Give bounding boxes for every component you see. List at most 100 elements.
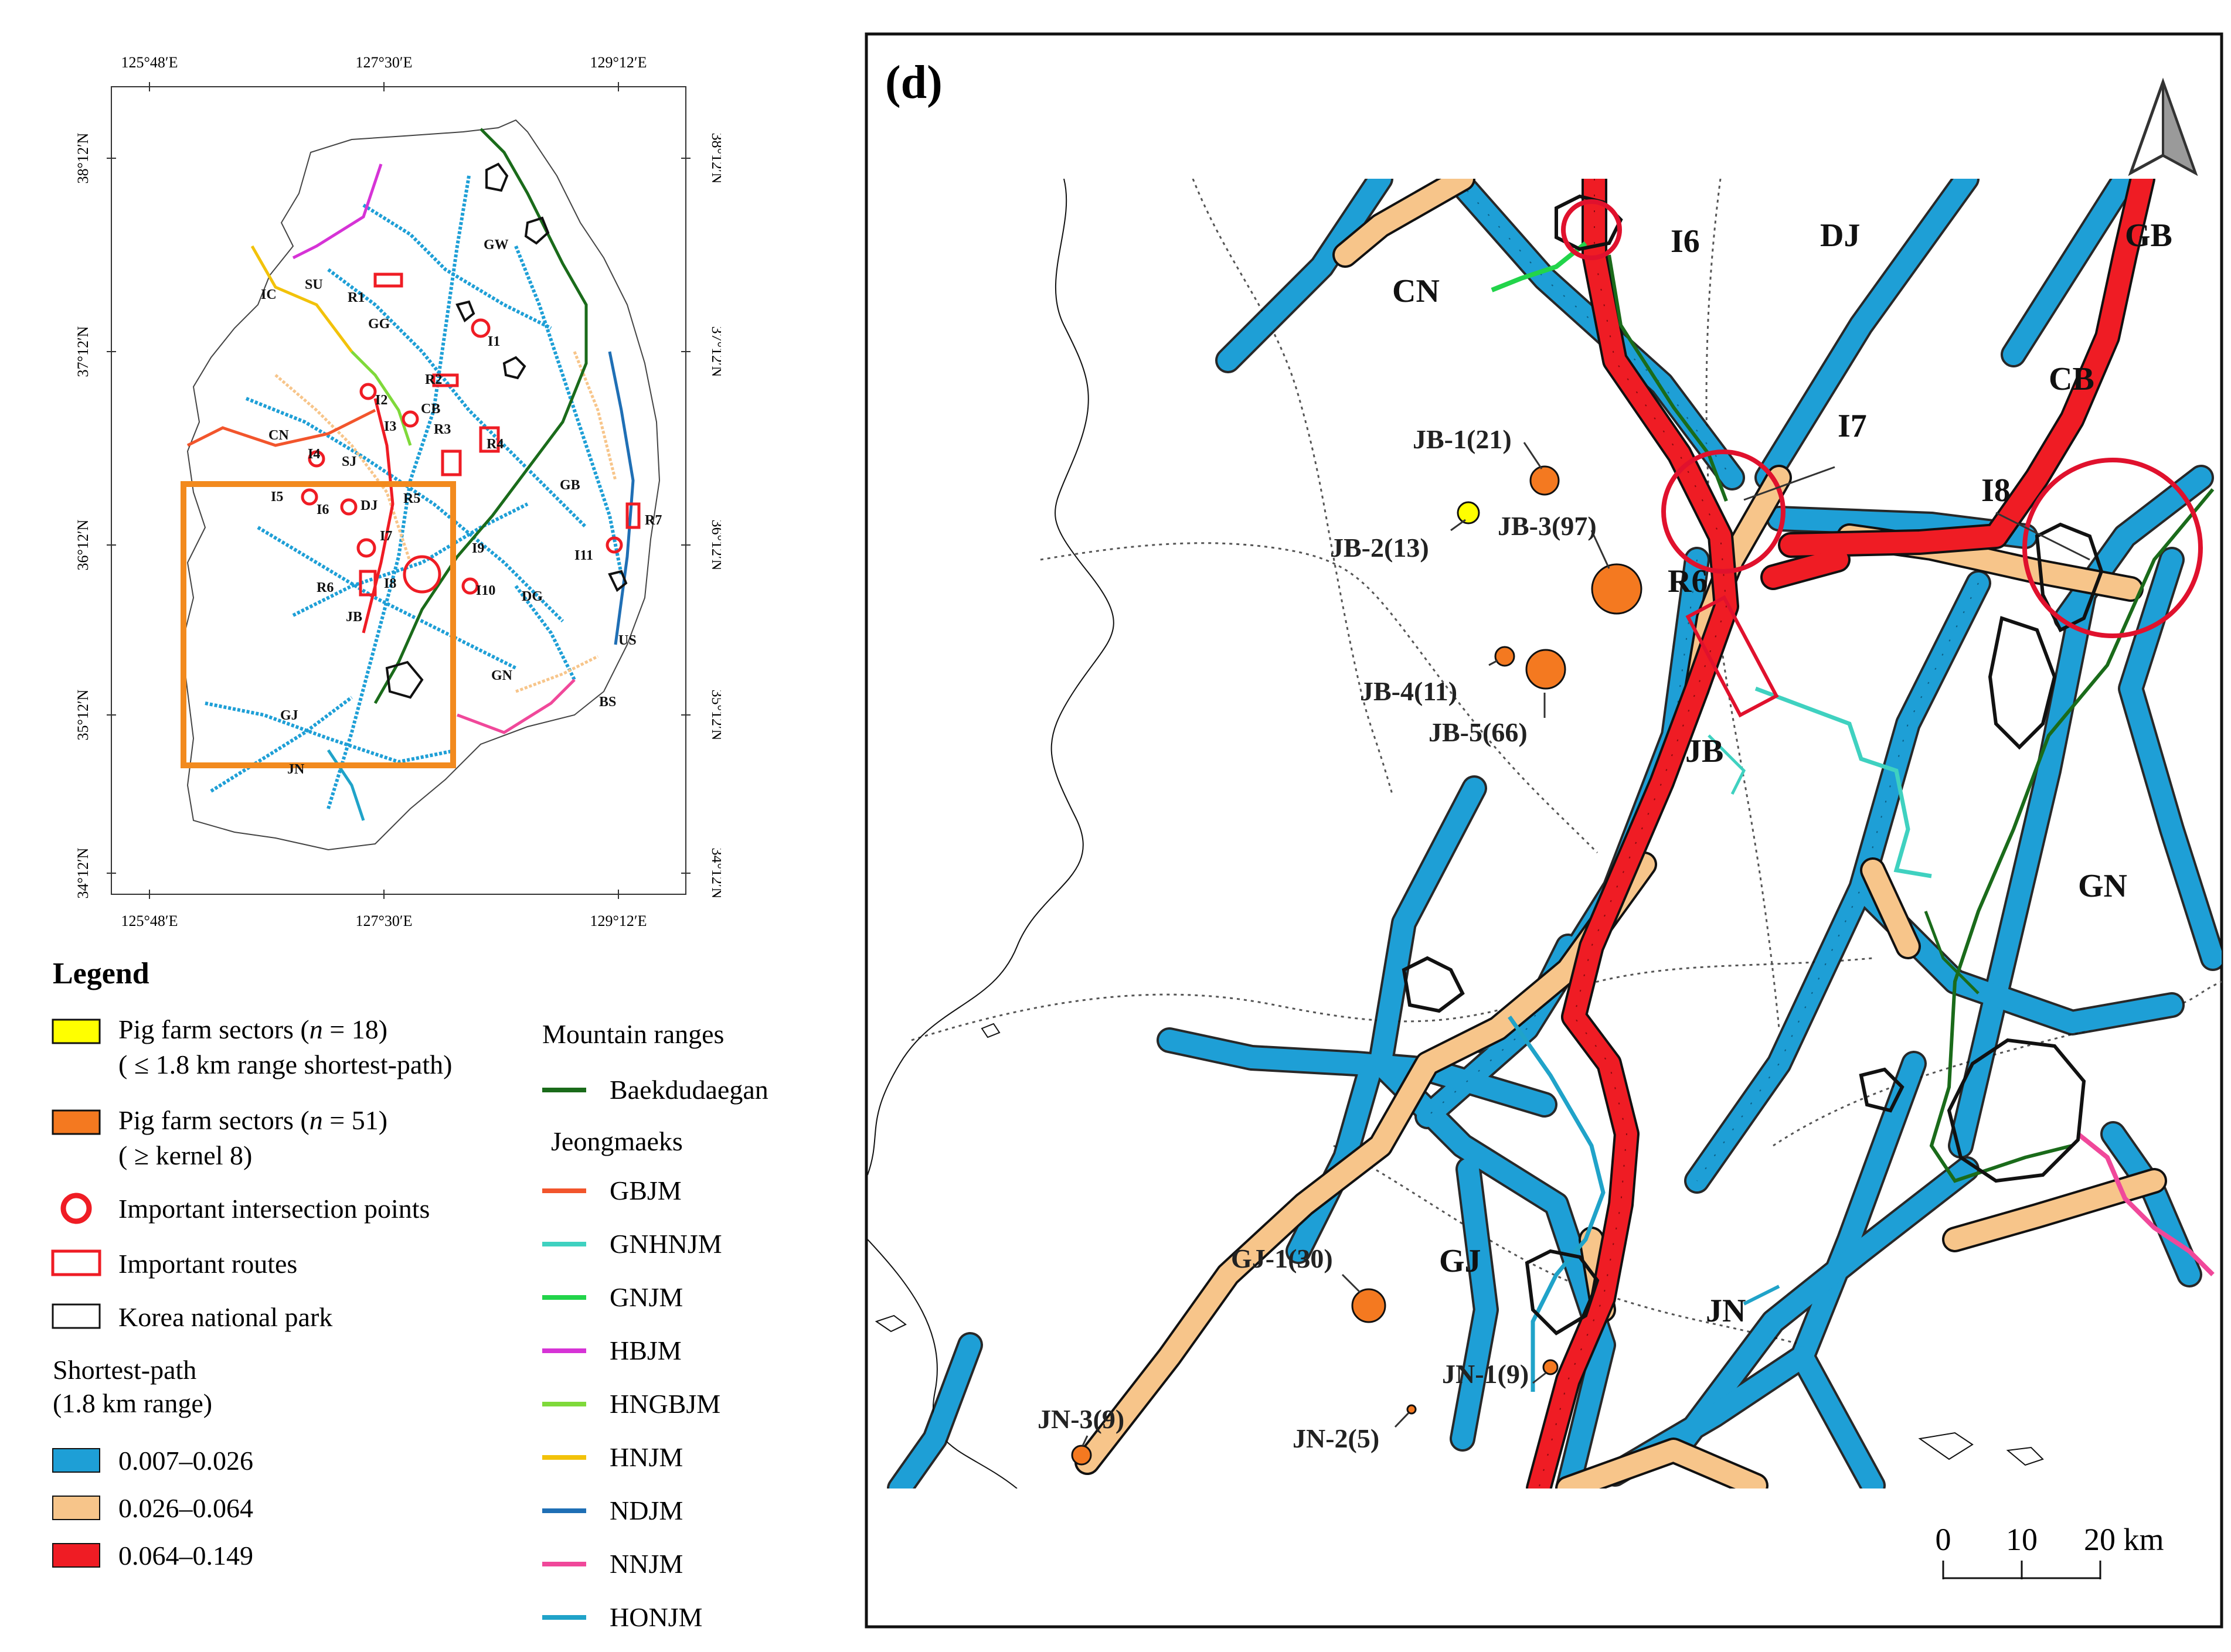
detail-frame bbox=[865, 32, 2223, 1629]
ov-region-gw: GW bbox=[484, 237, 509, 253]
farm-label-gj1: GJ-1(30) bbox=[1231, 1244, 1333, 1273]
ov-route-r5: R5 bbox=[403, 491, 420, 506]
legend-baekdu-label: Baekdudaegan bbox=[610, 1075, 768, 1105]
legend-class-3-label: 0.064–0.149 bbox=[118, 1541, 253, 1571]
intersection-legend-icon bbox=[60, 1193, 92, 1224]
lat-label-left-1: 38°12′N bbox=[74, 132, 91, 183]
routes-legend-icon bbox=[51, 1249, 101, 1276]
detail-region-gn: GN bbox=[2078, 868, 2127, 904]
legend-class-1-swatch bbox=[52, 1448, 100, 1473]
detail-point-i8: I8 bbox=[1981, 472, 2011, 509]
farm-label-jb1: JB-1(21) bbox=[1413, 424, 1512, 454]
legend-item-2-line2: ( ≥ kernel 8) bbox=[118, 1140, 252, 1170]
detail-map: (d) bbox=[865, 32, 2223, 1629]
legend-shortest-title-1: Shortest-path bbox=[53, 1355, 196, 1385]
legend-jm-9: HONJM bbox=[610, 1602, 702, 1632]
panel-label: (d) bbox=[885, 57, 943, 108]
legend-swatch-yellow bbox=[52, 1019, 101, 1044]
detail-region-gj: GJ bbox=[1439, 1243, 1481, 1279]
legend-mountain-title: Mountain ranges bbox=[542, 1019, 724, 1049]
legend-jeongmaek-list: GBJM GNHNJM GNJM HBJM HNGBJM HNJM NDJM N… bbox=[542, 1176, 722, 1632]
ov-region-gn: GN bbox=[491, 668, 513, 683]
ov-point-i2: I2 bbox=[375, 393, 387, 408]
ov-region-gb: GB bbox=[560, 478, 580, 493]
overview-frame bbox=[111, 86, 686, 895]
farm-label-jn2: JN-2(5) bbox=[1293, 1423, 1379, 1453]
overview-intersections bbox=[301, 318, 623, 595]
farm-label-jn3: JN-3(9) bbox=[1038, 1404, 1124, 1434]
legend-shortest-title-2: (1.8 km range) bbox=[53, 1388, 212, 1418]
detail-nnjm-line bbox=[2076, 1132, 2215, 1276]
overview-map: 125°48′E 127°30′E 129°12′E 125°48′E 127°… bbox=[74, 54, 721, 929]
scale-tick-10: 10 bbox=[2006, 1522, 2038, 1557]
detail-region-cn: CN bbox=[1392, 273, 1440, 309]
honjm-line bbox=[327, 749, 365, 821]
legend-title: Legend bbox=[53, 957, 149, 990]
ov-region-su: SU bbox=[305, 277, 323, 292]
lon-label-bottom-2: 127°30′E bbox=[356, 912, 413, 929]
lat-label-left-5: 34°12′N bbox=[74, 847, 91, 898]
ov-point-i8: I8 bbox=[384, 576, 396, 591]
lon-label-bottom-3: 129°12′E bbox=[590, 912, 647, 929]
ov-route-r7: R7 bbox=[645, 513, 662, 528]
hngbjm-line bbox=[351, 350, 412, 446]
baekdudaegan-line bbox=[373, 128, 588, 704]
overview-parks bbox=[385, 162, 628, 699]
ov-route-r6: R6 bbox=[317, 580, 334, 595]
ov-region-us: US bbox=[618, 633, 637, 648]
legend-jeong-title: Jeongmaeks bbox=[551, 1126, 683, 1156]
ov-region-cb: CB bbox=[421, 401, 440, 417]
north-arrow-icon bbox=[2128, 77, 2198, 176]
lat-label-right-5: 34°12′N bbox=[709, 848, 721, 899]
ov-region-jb: JB bbox=[346, 609, 362, 625]
park-legend-icon bbox=[52, 1303, 101, 1329]
legend-park-label: Korea national park bbox=[118, 1302, 332, 1332]
ov-point-i1: I1 bbox=[488, 334, 500, 349]
hnjm-line bbox=[250, 245, 353, 353]
ov-point-i3: I3 bbox=[384, 419, 396, 434]
farm-label-jb2: JB-2(13) bbox=[1330, 533, 1429, 563]
detail-parks bbox=[1402, 194, 2104, 1336]
network-high-class bbox=[1528, 179, 2153, 1488]
farm-label-jb5: JB-5(66) bbox=[1429, 717, 1528, 747]
farm-label-jb3: JB-3(97) bbox=[1498, 511, 1597, 541]
ov-route-r3: R3 bbox=[434, 422, 451, 437]
legend-item-1-line2: ( ≤ 1.8 km range shortest-path) bbox=[118, 1050, 452, 1079]
ov-region-gg: GG bbox=[368, 316, 390, 332]
ov-region-gj: GJ bbox=[280, 708, 298, 723]
ov-point-i6: I6 bbox=[317, 502, 329, 517]
legend-item-2-line1: Pig farm sectors (n = 51) bbox=[118, 1105, 387, 1135]
legend-jm-5: HNGBJM bbox=[610, 1389, 720, 1419]
detail-point-i6: I6 bbox=[1671, 223, 1700, 260]
gbjm-line bbox=[186, 408, 376, 447]
farm-label-jn1: JN-1(9) bbox=[1442, 1359, 1529, 1389]
legend-jm-2: GNHNJM bbox=[610, 1229, 722, 1259]
legend-intersection-label: Important intersection points bbox=[118, 1194, 430, 1224]
legend-jm-6: HNJM bbox=[610, 1442, 683, 1472]
farm-label-jb4: JB-4(11) bbox=[1360, 676, 1457, 706]
detail-point-i7: I7 bbox=[1838, 408, 1867, 444]
legend-class-3-swatch bbox=[52, 1543, 100, 1568]
ov-point-i7: I7 bbox=[380, 529, 392, 544]
legend-jm-4: HBJM bbox=[610, 1336, 682, 1365]
ov-region-sj: SJ bbox=[342, 454, 356, 469]
legend-swatch-orange bbox=[52, 1109, 101, 1135]
ov-point-i9: I9 bbox=[472, 541, 484, 556]
ov-route-r2: R2 bbox=[425, 372, 442, 387]
ov-region-bs: BS bbox=[599, 694, 616, 710]
farm-markers bbox=[1071, 465, 1642, 1466]
scale-bar: 0 10 20 km bbox=[1936, 1522, 2164, 1579]
detail-baekdu-line bbox=[1607, 254, 1728, 502]
detail-region-dj: DJ bbox=[1820, 217, 1860, 254]
lat-label-right-1: 38°12′N bbox=[709, 133, 721, 184]
lat-label-right-2: 37°12′N bbox=[709, 326, 721, 377]
detail-intersections bbox=[1561, 199, 2203, 638]
legend-item-1-line1: Pig farm sectors (n = 18) bbox=[118, 1014, 387, 1044]
ov-point-i5: I5 bbox=[271, 489, 283, 505]
lat-label-left-2: 37°12′N bbox=[74, 326, 91, 377]
lat-label-left-3: 36°12′N bbox=[74, 519, 91, 570]
nnjm-line bbox=[457, 679, 576, 734]
ov-region-ic: IC bbox=[261, 287, 277, 302]
legend-routes-label: Important routes bbox=[118, 1249, 297, 1279]
legend-class-2-swatch bbox=[52, 1496, 100, 1520]
